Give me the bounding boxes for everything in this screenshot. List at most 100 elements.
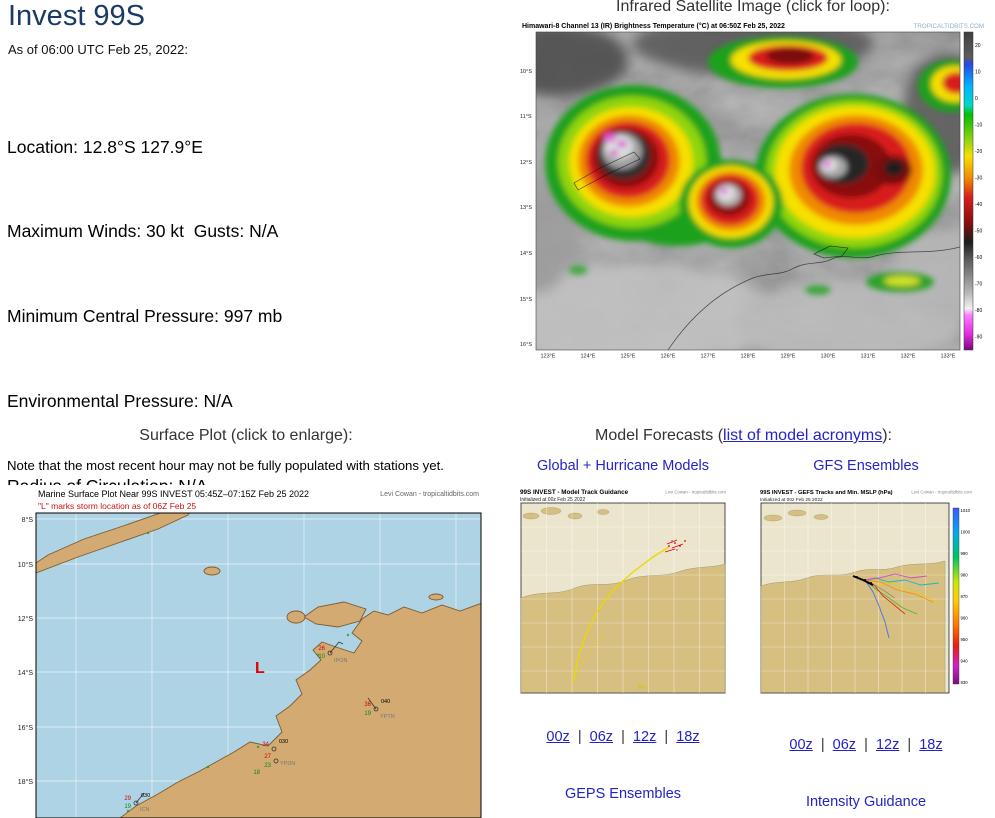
gfs-ensembles-link[interactable]: GFS Ensembles: [757, 458, 975, 474]
run-link-18z[interactable]: 18z: [676, 729, 700, 745]
sat-plot-border: [535, 31, 961, 351]
surface-plot-image[interactable]: Marine Surface Plot Near 99S INVEST 05:4…: [8, 485, 482, 818]
sat-lat-labels: 10°S 11°S 12°S 13°S 14°S 15°S 16°S: [520, 69, 532, 348]
colorbar-tick: 940: [961, 659, 969, 664]
model-track-thumbnail[interactable]: 99S INVEST - Model Track Guidance Initia…: [517, 486, 729, 706]
model-acronyms-link[interactable]: list of model acronyms: [723, 427, 883, 444]
surface-lat-labels: 8°S 10°S 12°S 14°S 16°S 18°S: [18, 516, 34, 786]
lon-label: 132°E: [900, 354, 915, 360]
svg-text:YPDN: YPDN: [280, 761, 295, 767]
run-link-06z[interactable]: 06z: [832, 737, 857, 753]
svg-text:10: 10: [318, 654, 325, 660]
lon-label: 129°E: [780, 354, 795, 360]
lon-label: 127°E: [700, 354, 715, 360]
svg-text:IPON: IPON: [334, 658, 347, 664]
run-link-06z[interactable]: 06z: [589, 729, 614, 745]
gefs-thumbnail[interactable]: 99S INVEST - GEFS Tracks and Min. MSLP (…: [757, 486, 975, 706]
gfs-ensembles-label[interactable]: GFS Ensembles: [813, 458, 919, 474]
lat-label: 12°S: [18, 615, 34, 623]
surface-credit: Levi Cowan - tropicaltidbits.com: [380, 491, 479, 498]
svg-text:YPTN: YPTN: [380, 714, 395, 720]
run-link-00z[interactable]: 00z: [546, 729, 570, 745]
satellite-heading: Infrared Satellite Image (click for loop…: [616, 0, 890, 15]
thumb-credit: Levi Cowan - tropicaltidbits.com: [665, 490, 726, 495]
colorbar-tick: -80: [975, 308, 982, 314]
stat-location: Location: 12.8°S 127.9°E: [7, 136, 203, 157]
sat-plot-area: [536, 32, 960, 350]
thumb-init: Initialized at 00z Feb 25 2022: [520, 497, 586, 503]
colorbar-tick: -40: [975, 202, 982, 208]
model-forecasts-heading: Model Forecasts (list of model acronyms)…: [492, 427, 995, 445]
colorbar-tick: 0: [975, 96, 978, 102]
lat-label: 16°S: [520, 342, 532, 348]
svg-text:18: 18: [253, 770, 260, 776]
colorbar-tick: 990: [961, 551, 969, 556]
svg-text:23: 23: [264, 763, 271, 769]
colorbar-tick: 960: [961, 616, 969, 621]
stat-env-pressure: Environmental Pressure: N/A: [7, 391, 233, 412]
station: 36 040 19 YPTN: [364, 697, 395, 720]
lat-label: 10°S: [520, 69, 532, 75]
lon-label: 126°E: [660, 354, 675, 360]
track-map: 34S: [520, 502, 726, 694]
surface-plot-heading: Surface Plot (click to enlarge):: [139, 427, 353, 444]
lat-label: 13°S: [520, 205, 532, 211]
model-track-line: [572, 546, 670, 683]
coastlines: [573, 151, 960, 350]
thumb-init: Initialized at 00z Feb 25 2022: [760, 497, 823, 503]
lat-label: 8°S: [22, 516, 34, 524]
as-of-timestamp: As of 06:00 UTC Feb 25, 2022:: [8, 42, 188, 57]
run-link-12z[interactable]: 12z: [632, 729, 657, 745]
colorbar-tick: -20: [975, 149, 982, 155]
run-link-12z[interactable]: 12z: [875, 737, 900, 753]
separator: |: [812, 737, 833, 753]
geps-ensembles-label[interactable]: GEPS Ensembles: [564, 786, 682, 802]
page-title: Invest 99S: [8, 0, 146, 32]
colorbar-tick: 10: [975, 70, 981, 76]
ir-colorbar-labels: 20 10 0 -10 -20 -30 -40 -50 -60 -70 -80 …: [975, 43, 982, 341]
svg-text:27: 27: [264, 754, 271, 760]
lon-label: 125°E: [620, 354, 635, 360]
gefs-map: 1010 1000 990 980 970 960 950 940 930: [760, 502, 971, 694]
station: 27 23 YPDN: [264, 754, 295, 769]
global-hurricane-models-link[interactable]: Global + Hurricane Models: [517, 458, 729, 474]
station: 34 030: [262, 739, 288, 752]
colorbar-tick: 950: [961, 637, 969, 642]
svg-text:26: 26: [318, 646, 325, 652]
station: 18: [253, 770, 260, 776]
model-run-links-right: 00z | 06z | 12z | 18z: [757, 737, 975, 753]
ir-colorbar: [963, 31, 974, 351]
geps-ensembles-link[interactable]: GEPS Ensembles: [517, 786, 729, 802]
sat-image-title: Himawari-8 Channel 13 (IR) Brightness Te…: [522, 22, 785, 30]
colorbar-tick: -90: [975, 335, 982, 341]
intensity-guidance-link[interactable]: Intensity Guidance: [757, 794, 975, 810]
thumb-title: 99S INVEST - Model Track Guidance: [520, 489, 629, 496]
storm-clouds: [545, 36, 960, 295]
run-link-18z[interactable]: 18z: [919, 737, 943, 753]
landmasses: [36, 513, 481, 818]
svg-text:19: 19: [364, 711, 371, 717]
separator: |: [656, 729, 677, 745]
intensity-guidance-label[interactable]: Intensity Guidance: [805, 794, 927, 810]
model-track-points: [668, 540, 686, 547]
satellite-image[interactable]: Himawari-8 Channel 13 (IR) Brightness Te…: [518, 18, 988, 360]
svg-text:19: 19: [124, 804, 131, 810]
mslp-colorbar: [952, 507, 960, 685]
lat-label: 10°S: [18, 561, 34, 569]
storm-location-marker: L: [255, 660, 265, 677]
gray-cloud-field: [536, 32, 960, 350]
colorbar-tick: 20: [975, 43, 981, 49]
svg-text:ICN: ICN: [140, 807, 150, 813]
svg-text:36: 36: [364, 702, 371, 708]
run-link-00z[interactable]: 00z: [789, 737, 813, 753]
global-hurricane-models-label[interactable]: Global + Hurricane Models: [536, 458, 710, 474]
colorbar-tick: 970: [961, 594, 969, 599]
svg-text:030: 030: [141, 793, 150, 799]
surface-image-title: Marine Surface Plot Near 99S INVEST 05:4…: [38, 489, 309, 499]
heading-text: ):: [882, 427, 892, 444]
lat-label: 16°S: [18, 724, 34, 732]
surface-map: L 26 10 IPON 36 040 19 YPTN: [36, 513, 481, 818]
separator: |: [613, 729, 633, 745]
station: 26 10 IPON: [318, 641, 347, 664]
